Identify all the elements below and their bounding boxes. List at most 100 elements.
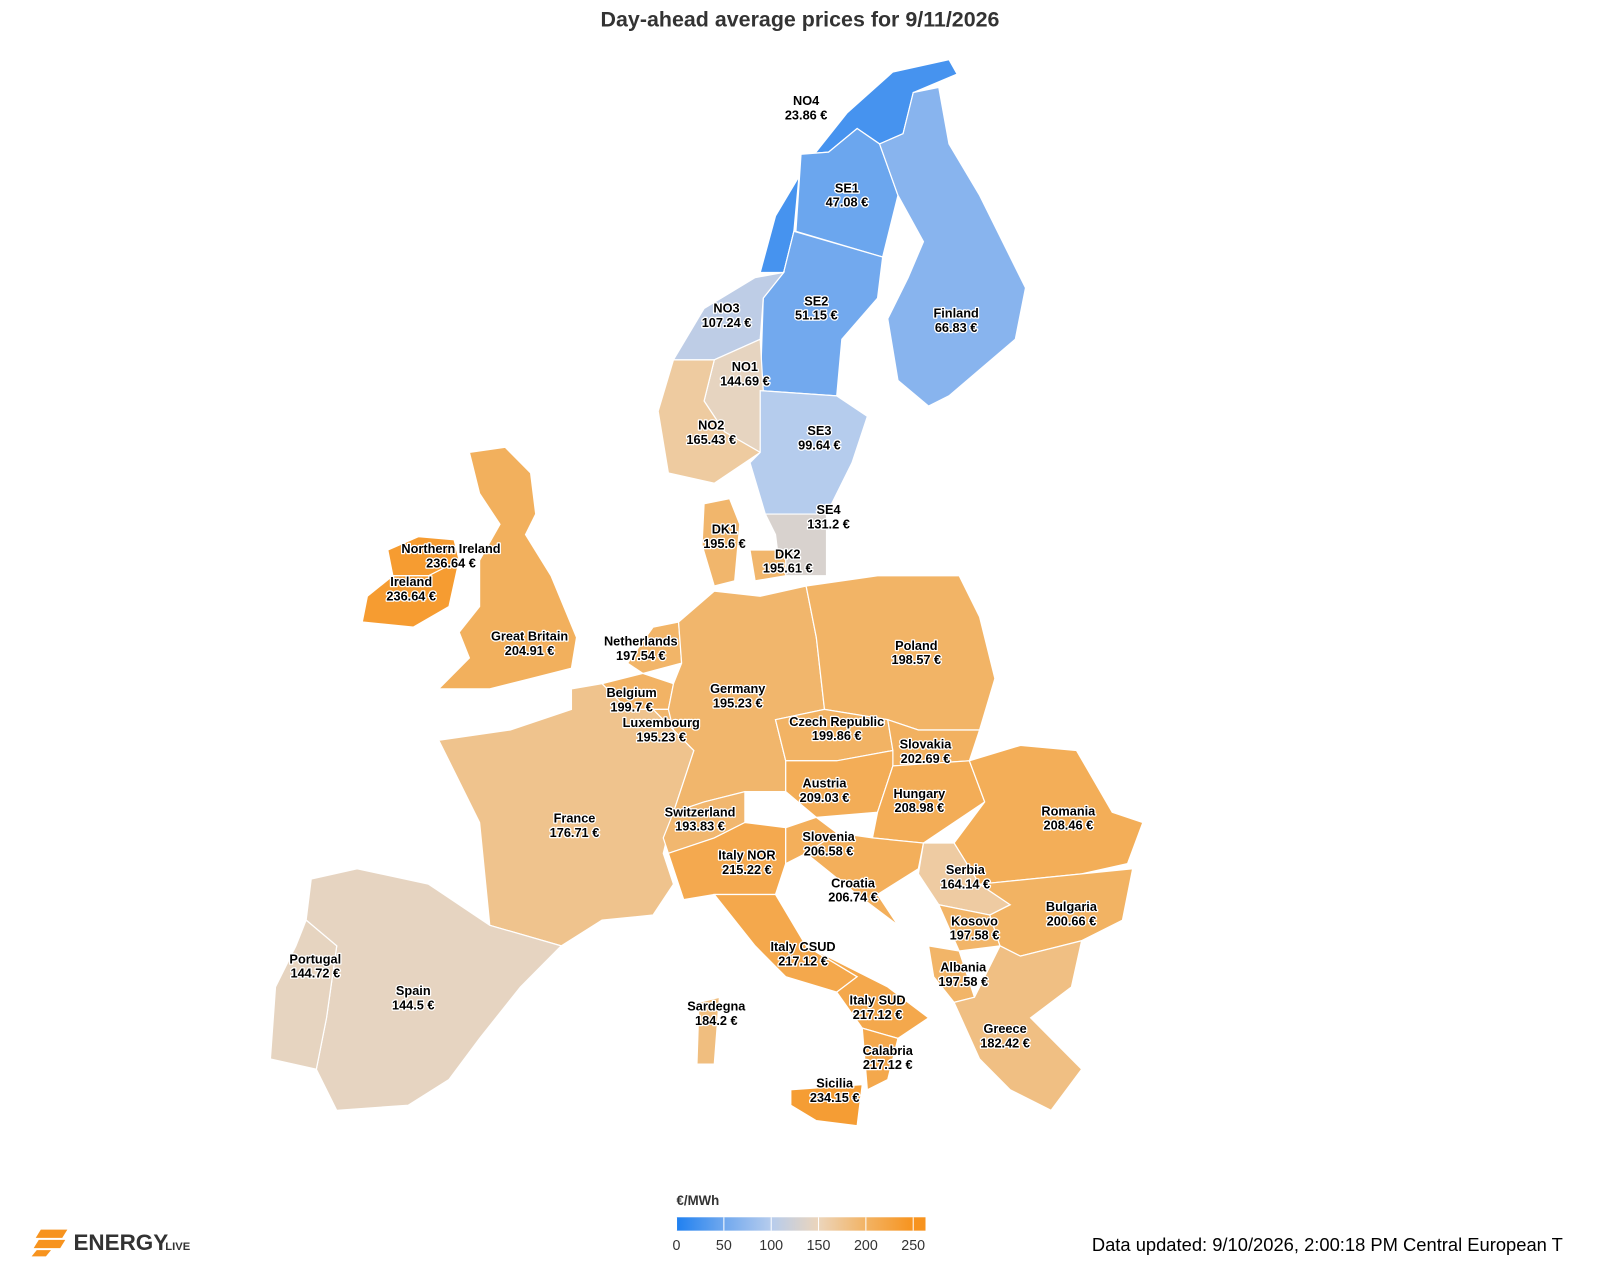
region-name: Northern Ireland: [401, 541, 500, 556]
region-name: France: [554, 810, 596, 825]
region-price: 197.54 €: [616, 648, 666, 663]
region-price: 195.6 €: [703, 536, 746, 551]
region-name: Bulgaria: [1046, 899, 1098, 914]
region: [437, 683, 695, 947]
region-name: NO3: [713, 301, 739, 316]
region-name: Italy SUD: [850, 992, 906, 1007]
region: [790, 1083, 863, 1127]
region-price: 217.12 €: [863, 1057, 913, 1072]
legend-tick-label: 50: [716, 1238, 732, 1254]
region-name: Netherlands: [604, 634, 678, 649]
region-price: 198.57 €: [892, 652, 942, 667]
logo-icon: [35, 1229, 68, 1238]
region-price: 202.69 €: [901, 751, 951, 766]
legend-bar: [676, 1217, 926, 1231]
region: [667, 585, 826, 814]
region-price: 184.2 €: [695, 1013, 738, 1028]
legend: €/MWh 0 50 100 150 200 250: [673, 1193, 926, 1254]
region-name: Sardegna: [687, 999, 746, 1014]
region-name: Finland: [933, 306, 978, 321]
region: [749, 549, 787, 582]
region-price: 144.69 €: [720, 373, 770, 388]
legend-unit: €/MWh: [677, 1193, 720, 1208]
region-name: Portugal: [289, 951, 341, 966]
region-name: Sicilia: [816, 1076, 854, 1091]
region-price: 164.14 €: [940, 876, 990, 891]
region-price: 144.5 €: [392, 998, 435, 1013]
region-name: DK1: [712, 522, 738, 537]
region: [696, 996, 721, 1065]
region-price: 193.83 €: [675, 819, 725, 834]
region-price: 206.74 €: [828, 890, 878, 905]
legend-tick-label: 200: [854, 1238, 878, 1254]
region-name: Slovenia: [802, 829, 855, 844]
region-name: Belgium: [606, 685, 656, 700]
region-name: SE1: [835, 180, 859, 195]
map-title: Day-ahead average prices for 9/11/2026: [601, 8, 1000, 32]
region-name: Ireland: [390, 574, 432, 589]
region: [953, 744, 1144, 885]
region-name: Croatia: [831, 875, 876, 890]
region-price: 195.61 €: [763, 561, 813, 576]
region-price: 215.22 €: [722, 862, 772, 877]
logo-suffix: LIVE: [165, 1241, 190, 1253]
region-price: 206.58 €: [804, 843, 854, 858]
region-price: 217.12 €: [778, 953, 828, 968]
region-price: 199.7 €: [610, 699, 653, 714]
region: [749, 390, 869, 515]
logo-brand: ENERGY: [73, 1230, 168, 1255]
regions: [269, 58, 1144, 1127]
region: [437, 446, 578, 690]
region-price: 208.98 €: [895, 800, 945, 815]
region-price: 234.15 €: [810, 1090, 860, 1105]
region-name: Slovakia: [900, 736, 953, 751]
region-name: SE3: [807, 423, 831, 438]
region-name: Czech Republic: [789, 714, 884, 729]
region-price: 99.64 €: [798, 437, 841, 452]
region-price: 47.08 €: [826, 195, 869, 210]
region: [361, 559, 461, 628]
region-name: Italy NOR: [718, 847, 775, 862]
region-name: Serbia: [946, 862, 986, 877]
region-name: SE4: [817, 502, 842, 517]
region-name: Switzerland: [665, 804, 736, 819]
region-price: 208.46 €: [1044, 818, 1094, 833]
region-price: 23.86 €: [785, 107, 828, 122]
region-price: 165.43 €: [686, 432, 736, 447]
region-price: 236.64 €: [386, 588, 436, 603]
region-price: 199.86 €: [812, 728, 862, 743]
region-name: Italy CSUD: [770, 939, 835, 954]
region-price: 131.2 €: [807, 516, 850, 531]
region-price: 144.72 €: [290, 966, 340, 981]
logo: ENERGY LIVE: [31, 1229, 191, 1257]
legend-tick-label: 250: [901, 1238, 925, 1254]
legend-tick-label: 100: [759, 1238, 783, 1254]
region-price: 217.12 €: [853, 1007, 903, 1022]
region-price: 236.64 €: [426, 555, 476, 570]
region-name: Albania: [940, 960, 987, 975]
region-name: Poland: [895, 638, 938, 653]
region-name: Luxembourg: [623, 715, 700, 730]
region-price: 197.58 €: [950, 928, 1000, 943]
region: [626, 621, 683, 675]
region: [701, 497, 741, 587]
logo-icon: [31, 1250, 52, 1257]
region: [805, 832, 925, 926]
region-price: 176.71 €: [550, 825, 600, 840]
logo-icon: [33, 1239, 66, 1249]
region-name: DK2: [775, 546, 801, 561]
region-name: Greece: [983, 1021, 1026, 1036]
region-name: Spain: [396, 983, 431, 998]
region-name: Romania: [1041, 803, 1096, 818]
region-price: 195.23 €: [636, 729, 686, 744]
region-name: Great Britain: [491, 628, 568, 643]
region-name: Hungary: [894, 786, 947, 801]
region-name: NO1: [732, 359, 758, 374]
region-price: 209.03 €: [800, 790, 850, 805]
region-name: Austria: [803, 775, 848, 790]
region: [269, 919, 338, 1070]
region-name: NO4: [793, 93, 820, 108]
region-price: 204.91 €: [505, 643, 555, 658]
